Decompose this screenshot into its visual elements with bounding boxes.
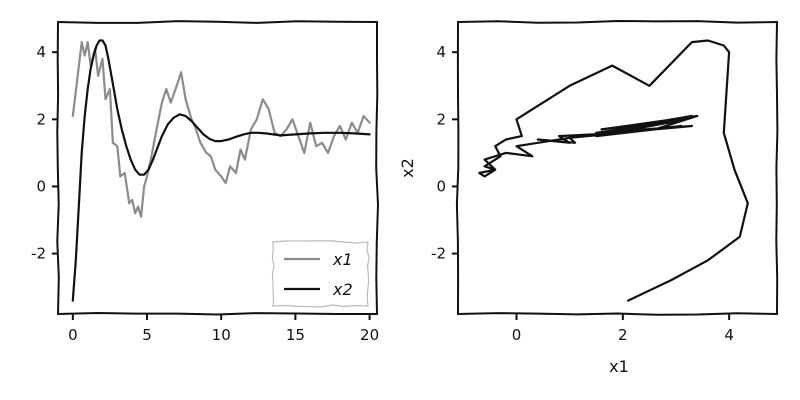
- plot-frame: [455, 19, 779, 316]
- legend: x1 x2: [271, 240, 370, 308]
- axes-group: 0 2 4 -2 0 2 4: [431, 43, 734, 344]
- series-line-x1: [71, 40, 371, 218]
- y-tick-label: 2: [436, 110, 446, 128]
- x-tick-label: 15: [286, 326, 305, 344]
- y-tick-label: 0: [436, 177, 446, 195]
- series-line-trajectory: [478, 39, 749, 302]
- y-tick-label: 4: [36, 43, 46, 61]
- x-tick-label: 20: [360, 326, 379, 344]
- plot-frame: [56, 20, 380, 316]
- legend-label-x2: x2: [332, 280, 353, 299]
- chart-left: 0 5 10 15 20 -2 0 2 4 x1 x2: [31, 20, 380, 344]
- y-tick-label: -2: [31, 245, 46, 263]
- x-tick-label: 0: [512, 326, 522, 344]
- legend-label-x1: x1: [332, 250, 353, 269]
- x-axis-label: x1: [609, 357, 629, 376]
- legend-box: [271, 240, 370, 308]
- x-tick-label: 4: [724, 326, 734, 344]
- y-axis-label: x2: [398, 158, 417, 178]
- series-group: [478, 39, 749, 302]
- y-tick-label: 4: [436, 43, 446, 61]
- y-tick-label: 0: [36, 177, 46, 195]
- y-tick-label: 2: [36, 110, 46, 128]
- series-group: [71, 39, 371, 302]
- axes-group: 0 5 10 15 20 -2 0 2 4: [31, 43, 379, 344]
- x-tick-label: 10: [212, 326, 231, 344]
- x-tick-label: 0: [68, 326, 78, 344]
- y-tick-label: -2: [431, 245, 446, 263]
- chart-right: 0 2 4 -2 0 2 4 x1 x2: [398, 19, 779, 376]
- x-tick-label: 5: [142, 326, 152, 344]
- series-line-x2: [71, 39, 371, 302]
- x-tick-label: 2: [618, 326, 628, 344]
